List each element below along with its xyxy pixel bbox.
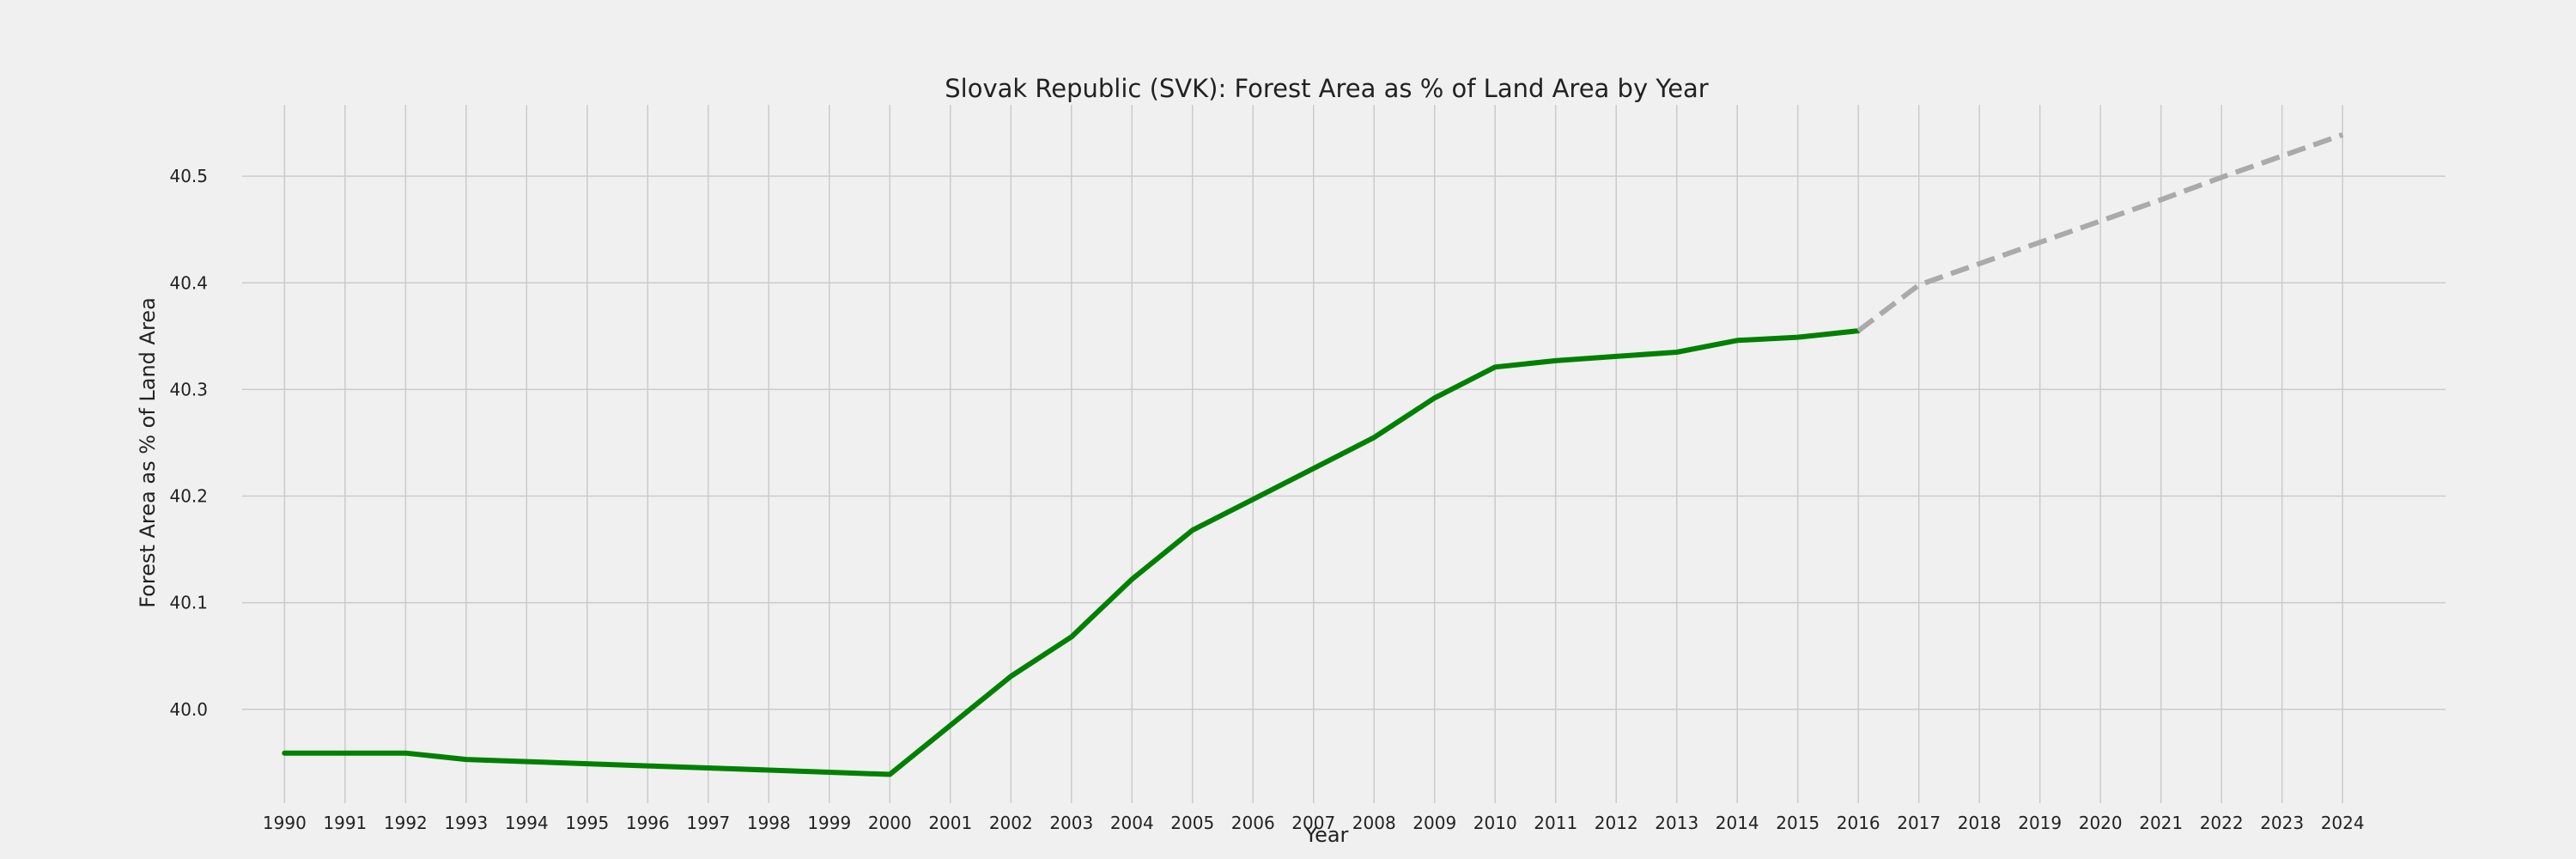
x-tick-label: 2014 [1716, 813, 1759, 833]
grid [242, 105, 2445, 803]
x-tick-label: 2015 [1776, 813, 1820, 833]
x-tick-label: 2013 [1655, 813, 1698, 833]
x-tick-label: 2010 [1473, 813, 1517, 833]
x-tick-label: 2024 [2321, 813, 2365, 833]
x-tick-label: 1996 [626, 813, 670, 833]
series-lines [282, 131, 2344, 777]
x-tick-label: 2004 [1110, 813, 1154, 833]
y-tick-label: 40.0 [169, 699, 208, 720]
x-tick-label: 2021 [2139, 813, 2183, 833]
x-tick-label: 1999 [807, 813, 851, 833]
x-tick-label: 1991 [323, 813, 367, 833]
x-tick-label: 2009 [1413, 813, 1456, 833]
x-tick-label: 1997 [686, 813, 730, 833]
x-tick-label: 2016 [1837, 813, 1880, 833]
x-tick-label: 2002 [989, 813, 1033, 833]
x-tick-label: 2022 [2200, 813, 2244, 833]
y-tick-label: 40.4 [169, 272, 208, 293]
x-tick-label: 1992 [384, 813, 428, 833]
actual-series-line [282, 328, 1862, 777]
y-tick-label: 40.1 [169, 593, 208, 613]
x-tick-label: 2011 [1534, 813, 1577, 833]
x-tick-label: 2023 [2260, 813, 2304, 833]
x-tick-label: 2020 [2079, 813, 2123, 833]
x-tick-label: 2018 [1958, 813, 2002, 833]
x-tick-label: 1990 [263, 813, 307, 833]
x-axis-label: Year [1304, 823, 1349, 847]
x-tick-label: 2017 [1897, 813, 1941, 833]
x-tick-label: 1998 [747, 813, 791, 833]
x-tick-label: 2001 [928, 813, 972, 833]
forecast-series-line [1856, 131, 2344, 333]
x-tick-label: 2006 [1231, 813, 1275, 833]
x-tick-label: 2012 [1595, 813, 1638, 833]
x-tick-label: 2007 [1291, 813, 1335, 833]
chart-title: Slovak Republic (SVK): Forest Area as % … [945, 74, 1709, 103]
x-tick-label: 1995 [565, 813, 609, 833]
x-tick-label: 1994 [505, 813, 549, 833]
y-tick-label: 40.2 [169, 486, 208, 507]
x-tick-label: 2005 [1170, 813, 1214, 833]
x-tick-label: 1993 [444, 813, 488, 833]
y-axis-label: Forest Area as % of Land Area [136, 297, 160, 608]
y-tick-label: 40.5 [169, 166, 208, 186]
x-tick-label: 2008 [1352, 813, 1396, 833]
x-tick-label: 2019 [2018, 813, 2062, 833]
x-tick-label: 2003 [1049, 813, 1093, 833]
y-tick-label: 40.3 [169, 379, 208, 399]
tick-labels: 1990 1991 1992 1993 1994 1995 1996 1997 1998 1999… [169, 166, 2364, 833]
x-tick-label: 2000 [868, 813, 912, 833]
